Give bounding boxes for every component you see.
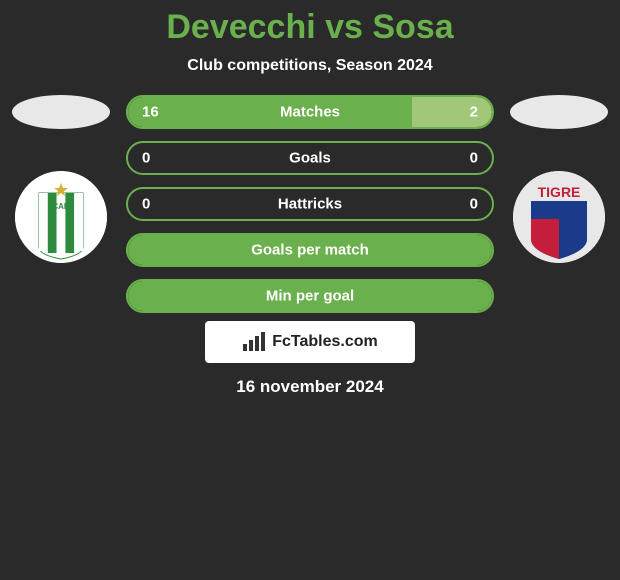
stat-bar-min-per-goal: Min per goal xyxy=(126,279,494,313)
crest-left-svg: CAB xyxy=(15,171,107,263)
date-text: 16 november 2024 xyxy=(0,377,620,397)
page-title: Devecchi vs Sosa xyxy=(0,8,620,47)
stat-label: Matches xyxy=(280,104,340,121)
player-avatar-right xyxy=(510,95,608,129)
stat-bar-hattricks: 0 0 Hattricks xyxy=(126,187,494,221)
stat-bar-matches: 16 2 Matches xyxy=(126,95,494,129)
stat-label: Hattricks xyxy=(278,196,342,213)
club-crest-right: TIGRE xyxy=(513,171,605,263)
stat-label: Goals xyxy=(289,150,331,167)
main-row: CAB 16 2 Matches 0 0 Goals 0 0 Hattricks Goals pe… xyxy=(0,95,620,313)
stat-value-left: 16 xyxy=(142,104,159,121)
stat-value-left: 0 xyxy=(142,196,150,213)
crest-right-svg: TIGRE xyxy=(513,171,605,263)
stat-bar-goals: 0 0 Goals xyxy=(126,141,494,175)
stat-bar-goals-per-match: Goals per match xyxy=(126,233,494,267)
logo-text: FcTables.com xyxy=(272,333,378,351)
subtitle: Club competitions, Season 2024 xyxy=(0,57,620,75)
stat-label: Goals per match xyxy=(251,242,369,259)
stat-value-right: 0 xyxy=(470,150,478,167)
stats-column: 16 2 Matches 0 0 Goals 0 0 Hattricks Goals per ma… xyxy=(116,95,504,313)
stat-label: Min per goal xyxy=(266,288,354,305)
right-player-col: TIGRE xyxy=(504,95,614,263)
stat-fill-right xyxy=(412,97,492,127)
stat-value-right: 2 xyxy=(470,104,478,121)
fctables-logo[interactable]: FcTables.com xyxy=(205,321,415,363)
player-avatar-left xyxy=(12,95,110,129)
stat-value-left: 0 xyxy=(142,150,150,167)
stat-value-right: 0 xyxy=(470,196,478,213)
svg-text:CAB: CAB xyxy=(52,202,70,211)
club-crest-left: CAB xyxy=(15,171,107,263)
chart-bars-icon xyxy=(242,332,266,352)
left-player-col: CAB xyxy=(6,95,116,263)
svg-text:TIGRE: TIGRE xyxy=(538,184,581,200)
comparison-widget: Devecchi vs Sosa Club competitions, Seas… xyxy=(0,0,620,397)
stat-fill-left xyxy=(128,97,412,127)
